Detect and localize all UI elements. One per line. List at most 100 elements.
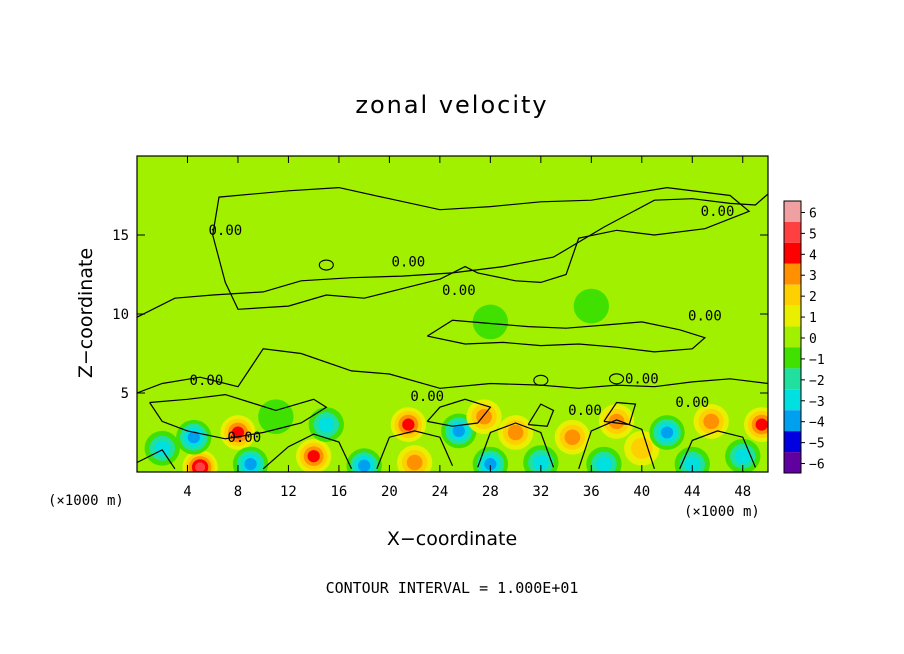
contour-loop xyxy=(318,259,334,271)
field-blob xyxy=(507,424,524,441)
colorbar-swatch xyxy=(784,452,801,473)
x-unit-left: (×1000 m) xyxy=(48,493,124,509)
field-blob xyxy=(703,413,720,430)
field-blob xyxy=(154,440,171,457)
chart-title: zonal velocity xyxy=(355,91,548,119)
contour-label: 0.00 xyxy=(701,204,735,220)
contour-label: 0.00 xyxy=(227,430,261,446)
colorbar-swatch xyxy=(784,431,801,453)
x-axis-label: X−coordinate xyxy=(387,528,517,550)
contour-line-zero xyxy=(376,430,454,470)
contour-line-zero xyxy=(137,193,768,318)
field-blob xyxy=(406,454,423,471)
y-axis-ticks: 5 10 15 xyxy=(112,228,768,402)
x-tick-label: 28 xyxy=(482,484,499,500)
contour-line-zero xyxy=(603,401,637,426)
contour-line-zero xyxy=(426,319,707,353)
field-blob xyxy=(660,426,674,439)
field-blob xyxy=(452,424,465,437)
contour-interval-note: CONTOUR INTERVAL = 1.000E+01 xyxy=(326,579,579,597)
colorbar-label: 1 xyxy=(809,311,817,326)
contour-line-zero xyxy=(679,430,756,470)
colorbar-swatch xyxy=(784,389,801,411)
field-blob xyxy=(734,448,751,464)
field-blob xyxy=(195,462,206,472)
field-blob xyxy=(630,437,653,459)
contour-line-zero xyxy=(527,403,555,427)
x-axis-ticks: 4 8 12 16 20 24 28 32 36 40 44 48 xyxy=(183,156,751,500)
contour-line-zero xyxy=(426,398,492,427)
field-blob xyxy=(564,429,581,445)
contour-label: 0.00 xyxy=(442,283,476,299)
x-tick-label: 36 xyxy=(583,484,600,500)
contour-label: 0.00 xyxy=(190,373,224,389)
colorbar-swatch xyxy=(784,242,801,264)
field-blob xyxy=(484,458,497,471)
field-blob xyxy=(684,456,701,472)
contour-lines: 0.00 0.00 0.00 0.00 0.00 0.00 0.00 0.00 0.00 0.00… xyxy=(137,186,768,470)
colorbar-label: −2 xyxy=(809,374,825,389)
y-axis-label: Z−coordinate xyxy=(75,248,97,378)
field-blob xyxy=(187,431,200,444)
colorbar-label: 3 xyxy=(809,269,817,284)
x-tick-label: 44 xyxy=(684,484,701,500)
x-unit-right: (×1000 m) xyxy=(684,504,760,520)
colorbar: 6 5 4 3 2 1 0 −1 −2 −3 −4 −5 −6 xyxy=(783,200,825,474)
contour-loop xyxy=(609,373,625,385)
colorbar-label: 0 xyxy=(809,332,817,347)
x-tick-label: 24 xyxy=(431,484,448,500)
contour-label: 0.00 xyxy=(410,389,444,405)
colorbar-frame xyxy=(783,200,802,474)
contour-label: 0.00 xyxy=(391,255,425,271)
colorbar-swatch xyxy=(784,263,801,285)
x-tick-label: 8 xyxy=(234,484,242,500)
colorbar-swatch xyxy=(784,410,801,432)
colorbar-swatch xyxy=(784,201,801,222)
x-tick-label: 12 xyxy=(280,484,297,500)
colorbar-label: −6 xyxy=(809,458,825,473)
colorbar-swatch xyxy=(784,284,801,306)
colorbar-label: −4 xyxy=(809,416,825,431)
colorbar-label: 4 xyxy=(809,248,817,263)
contour-loop xyxy=(533,374,549,386)
field-blob xyxy=(402,418,415,431)
x-tick-label: 40 xyxy=(633,484,650,500)
contour-label: 0.00 xyxy=(625,372,659,388)
x-tick-label: 4 xyxy=(183,484,191,500)
field-blob xyxy=(231,426,245,439)
colorbar-swatch xyxy=(784,305,801,327)
field-blob xyxy=(532,454,549,471)
colorbar-label: 5 xyxy=(809,227,817,242)
colorbar-label: 6 xyxy=(809,206,817,221)
x-tick-label: 20 xyxy=(381,484,398,500)
y-tick-label: 5 xyxy=(121,386,129,402)
field-blob xyxy=(307,450,320,463)
field-blob xyxy=(358,459,371,472)
colorbar-swatch xyxy=(784,368,801,390)
colorbar-swatch xyxy=(784,347,801,369)
colorbar-label: 2 xyxy=(809,290,817,305)
colorbar-swatch xyxy=(784,221,801,243)
colorbar-swatch xyxy=(784,326,801,348)
contour-line-zero xyxy=(212,186,751,310)
y-tick-label: 15 xyxy=(112,228,129,244)
contour-line-zero xyxy=(477,422,555,468)
contour-line-zero xyxy=(578,419,655,469)
contour-label: 0.00 xyxy=(688,308,722,324)
field-blob xyxy=(596,456,612,472)
x-tick-label: 32 xyxy=(532,484,549,500)
contour-label: 0.00 xyxy=(675,395,709,411)
colorbar-label: −1 xyxy=(809,353,825,368)
field-blob xyxy=(755,418,768,431)
contour-line-zero xyxy=(137,348,768,394)
x-tick-label: 48 xyxy=(734,484,751,500)
colorbar-label: −5 xyxy=(809,437,825,452)
field-blob xyxy=(244,458,257,471)
colorbar-label: −3 xyxy=(809,395,825,410)
x-tick-label: 16 xyxy=(330,484,347,500)
contour-line-zero xyxy=(149,393,328,440)
contour-line-zero xyxy=(137,449,176,470)
field-blob xyxy=(573,288,609,324)
field-blob xyxy=(608,413,625,430)
